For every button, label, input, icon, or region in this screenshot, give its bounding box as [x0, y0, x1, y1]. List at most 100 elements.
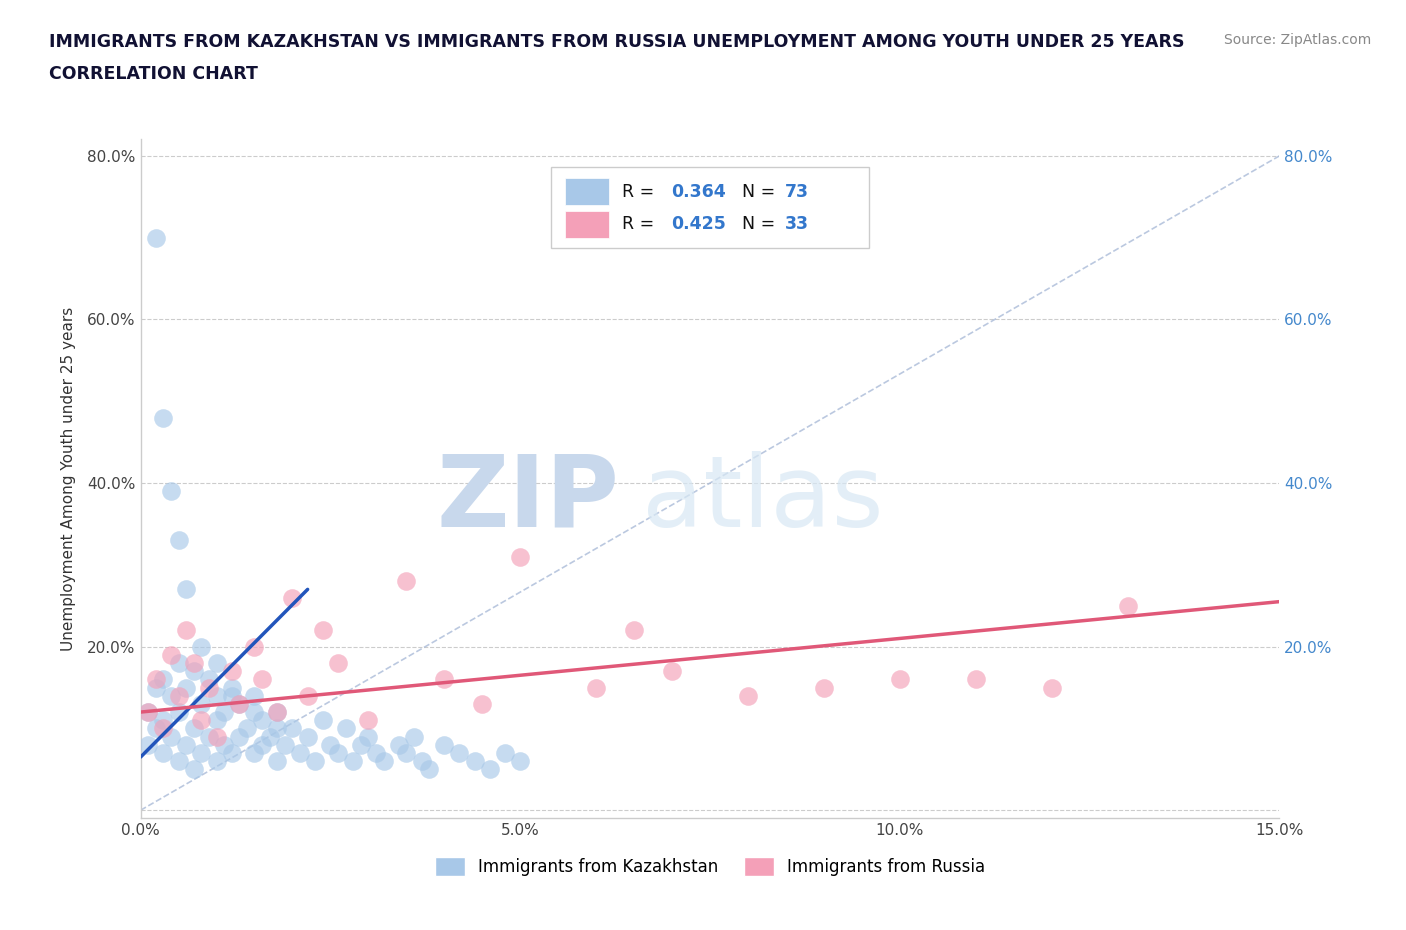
Point	[190, 712, 212, 727]
Point	[183, 656, 205, 671]
Point	[494, 746, 516, 761]
Point	[167, 533, 190, 548]
FancyBboxPatch shape	[565, 211, 609, 238]
Point	[373, 753, 395, 768]
Point	[388, 737, 411, 752]
Text: ZIP: ZIP	[436, 451, 619, 548]
Point	[183, 762, 205, 777]
Point	[167, 688, 190, 703]
Point	[326, 656, 349, 671]
Point	[250, 671, 273, 686]
Point	[205, 688, 228, 703]
Point	[152, 712, 174, 727]
Point	[198, 729, 221, 744]
Point	[250, 737, 273, 752]
Point	[335, 721, 357, 736]
Point	[297, 688, 319, 703]
Point	[243, 639, 266, 654]
Legend: Immigrants from Kazakhstan, Immigrants from Russia: Immigrants from Kazakhstan, Immigrants f…	[426, 849, 994, 884]
Point	[152, 410, 174, 425]
Point	[274, 737, 297, 752]
Point	[205, 729, 228, 744]
Point	[145, 680, 167, 695]
Point	[464, 753, 486, 768]
Point	[190, 697, 212, 711]
Point	[402, 729, 425, 744]
Point	[160, 484, 183, 498]
Point	[965, 671, 987, 686]
Text: Source: ZipAtlas.com: Source: ZipAtlas.com	[1223, 33, 1371, 46]
Point	[1116, 598, 1139, 613]
Point	[1040, 680, 1063, 695]
Point	[471, 697, 494, 711]
Point	[183, 664, 205, 679]
Point	[266, 721, 288, 736]
Point	[326, 746, 349, 761]
Point	[259, 729, 281, 744]
Point	[319, 737, 342, 752]
Text: R =: R =	[623, 183, 659, 201]
Y-axis label: Unemployment Among Youth under 25 years: Unemployment Among Youth under 25 years	[60, 307, 76, 651]
Point	[312, 712, 335, 727]
Point	[221, 664, 243, 679]
Point	[167, 705, 190, 720]
Point	[236, 721, 259, 736]
Point	[243, 688, 266, 703]
Point	[411, 753, 433, 768]
Point	[661, 664, 683, 679]
Point	[228, 729, 250, 744]
Point	[449, 746, 471, 761]
Text: N =: N =	[731, 183, 780, 201]
Point	[250, 712, 273, 727]
Point	[183, 721, 205, 736]
Point	[813, 680, 835, 695]
Point	[174, 623, 197, 638]
Point	[357, 729, 380, 744]
Point	[266, 753, 288, 768]
Point	[190, 746, 212, 761]
Point	[221, 688, 243, 703]
Point	[585, 680, 607, 695]
Point	[357, 712, 380, 727]
Point	[304, 753, 326, 768]
Point	[167, 753, 190, 768]
Point	[152, 671, 174, 686]
Point	[152, 721, 174, 736]
Point	[509, 550, 531, 565]
Point	[160, 688, 183, 703]
Point	[160, 647, 183, 662]
Point	[889, 671, 911, 686]
Point	[342, 753, 364, 768]
Point	[174, 582, 197, 597]
Point	[364, 746, 387, 761]
Point	[350, 737, 373, 752]
Text: 0.364: 0.364	[671, 183, 725, 201]
Point	[198, 680, 221, 695]
Point	[281, 591, 304, 605]
Text: CORRELATION CHART: CORRELATION CHART	[49, 65, 259, 83]
Point	[136, 705, 159, 720]
Point	[288, 746, 311, 761]
Point	[228, 697, 250, 711]
Point	[433, 671, 456, 686]
Point	[395, 574, 418, 589]
Point	[243, 705, 266, 720]
Point	[136, 705, 159, 720]
Point	[418, 762, 440, 777]
Point	[205, 656, 228, 671]
Point	[212, 705, 235, 720]
Point	[737, 688, 759, 703]
FancyBboxPatch shape	[551, 166, 869, 248]
Text: atlas: atlas	[641, 451, 883, 548]
Point	[174, 680, 197, 695]
Text: R =: R =	[623, 216, 659, 233]
Point	[145, 671, 167, 686]
Point	[433, 737, 456, 752]
FancyBboxPatch shape	[565, 179, 609, 206]
Point	[509, 753, 531, 768]
Point	[478, 762, 501, 777]
Point	[266, 705, 288, 720]
Point	[167, 656, 190, 671]
Point	[190, 639, 212, 654]
Text: N =: N =	[731, 216, 780, 233]
